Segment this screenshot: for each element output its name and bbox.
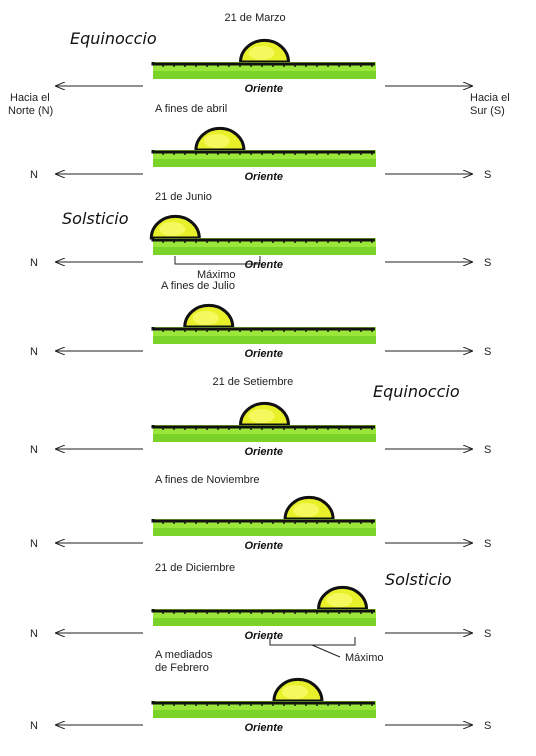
ground-shade <box>153 710 376 718</box>
sunrise-panel: 21 de Diciembre Oriente N S Solsticio Máximo <box>30 562 491 664</box>
date-label: A mediados <box>155 649 213 661</box>
sun-highlight <box>203 134 230 148</box>
date-label: 21 de Diciembre <box>155 562 235 574</box>
south-label: S <box>484 720 491 732</box>
ground-shade <box>153 247 376 255</box>
date-label: A fines de Julio <box>161 280 235 292</box>
toward-north-label: Hacia el <box>10 92 50 104</box>
north-label: N <box>30 628 38 640</box>
date-label: A fines de abril <box>155 103 227 115</box>
south-label: S <box>484 346 491 358</box>
ground-shade <box>153 159 376 167</box>
oriente-label: Oriente <box>245 348 284 360</box>
oriente-label: Oriente <box>245 446 284 458</box>
south-label: S <box>484 444 491 456</box>
ground-shade <box>153 434 376 442</box>
equinox-label: Equinoccio <box>70 29 157 48</box>
ground-shade <box>153 71 376 79</box>
south-label: S <box>484 169 491 181</box>
north-label: N <box>30 257 38 269</box>
north-label: N <box>30 538 38 550</box>
sun-highlight <box>326 593 353 607</box>
maximo-label: Máximo <box>345 652 384 664</box>
sun-highlight <box>192 311 219 325</box>
north-label: N <box>30 346 38 358</box>
oriente-label: Oriente <box>245 171 284 183</box>
sun-highlight <box>159 222 186 236</box>
date-label: 21 de Marzo <box>225 12 286 24</box>
sunrise-panel: A fines de Julio Oriente N S <box>30 280 491 360</box>
north-label: N <box>30 444 38 456</box>
sunrise-panel: 21 de Setiembre Oriente N S Equinoccio <box>30 376 491 458</box>
oriente-label: Oriente <box>245 83 284 95</box>
sun-highlight <box>248 409 275 423</box>
ground-shade <box>153 528 376 536</box>
south-label: S <box>484 257 491 269</box>
max-bracket <box>174 256 261 265</box>
oriente-label: Oriente <box>245 630 284 642</box>
date-label: de Febrero <box>155 662 209 674</box>
sun-highlight <box>248 46 275 60</box>
max-pointer <box>311 644 341 658</box>
date-label: 21 de Setiembre <box>213 376 294 388</box>
oriente-label: Oriente <box>245 259 284 271</box>
south-label: S <box>484 628 491 640</box>
ground-shade <box>153 336 376 344</box>
sunrise-panel: 21 de Junio Oriente N S Solsticio Máximo <box>30 191 491 281</box>
toward-south-label: Sur (S) <box>470 105 505 117</box>
date-label: A fines de Noviembre <box>155 474 260 486</box>
solstice-label: Solsticio <box>62 209 129 228</box>
south-label: S <box>484 538 491 550</box>
north-label: N <box>30 720 38 732</box>
maximo-label: Máximo <box>197 269 236 281</box>
ground-shade <box>153 618 376 626</box>
north-label: N <box>30 169 38 181</box>
sun-highlight <box>281 685 308 699</box>
sunrise-panel: A fines de Noviembre Oriente N S <box>30 474 491 552</box>
toward-south-label: Hacia el <box>470 92 510 104</box>
toward-north-label: Norte (N) <box>8 105 53 117</box>
sunrise-panel: A fines de abril Oriente N S <box>30 103 491 183</box>
sun-highlight <box>293 503 320 517</box>
oriente-label: Oriente <box>245 540 284 552</box>
equinox-label: Equinoccio <box>373 382 460 401</box>
oriente-label: Oriente <box>245 722 284 734</box>
date-label: 21 de Junio <box>155 191 212 203</box>
solstice-label: Solsticio <box>385 570 452 589</box>
